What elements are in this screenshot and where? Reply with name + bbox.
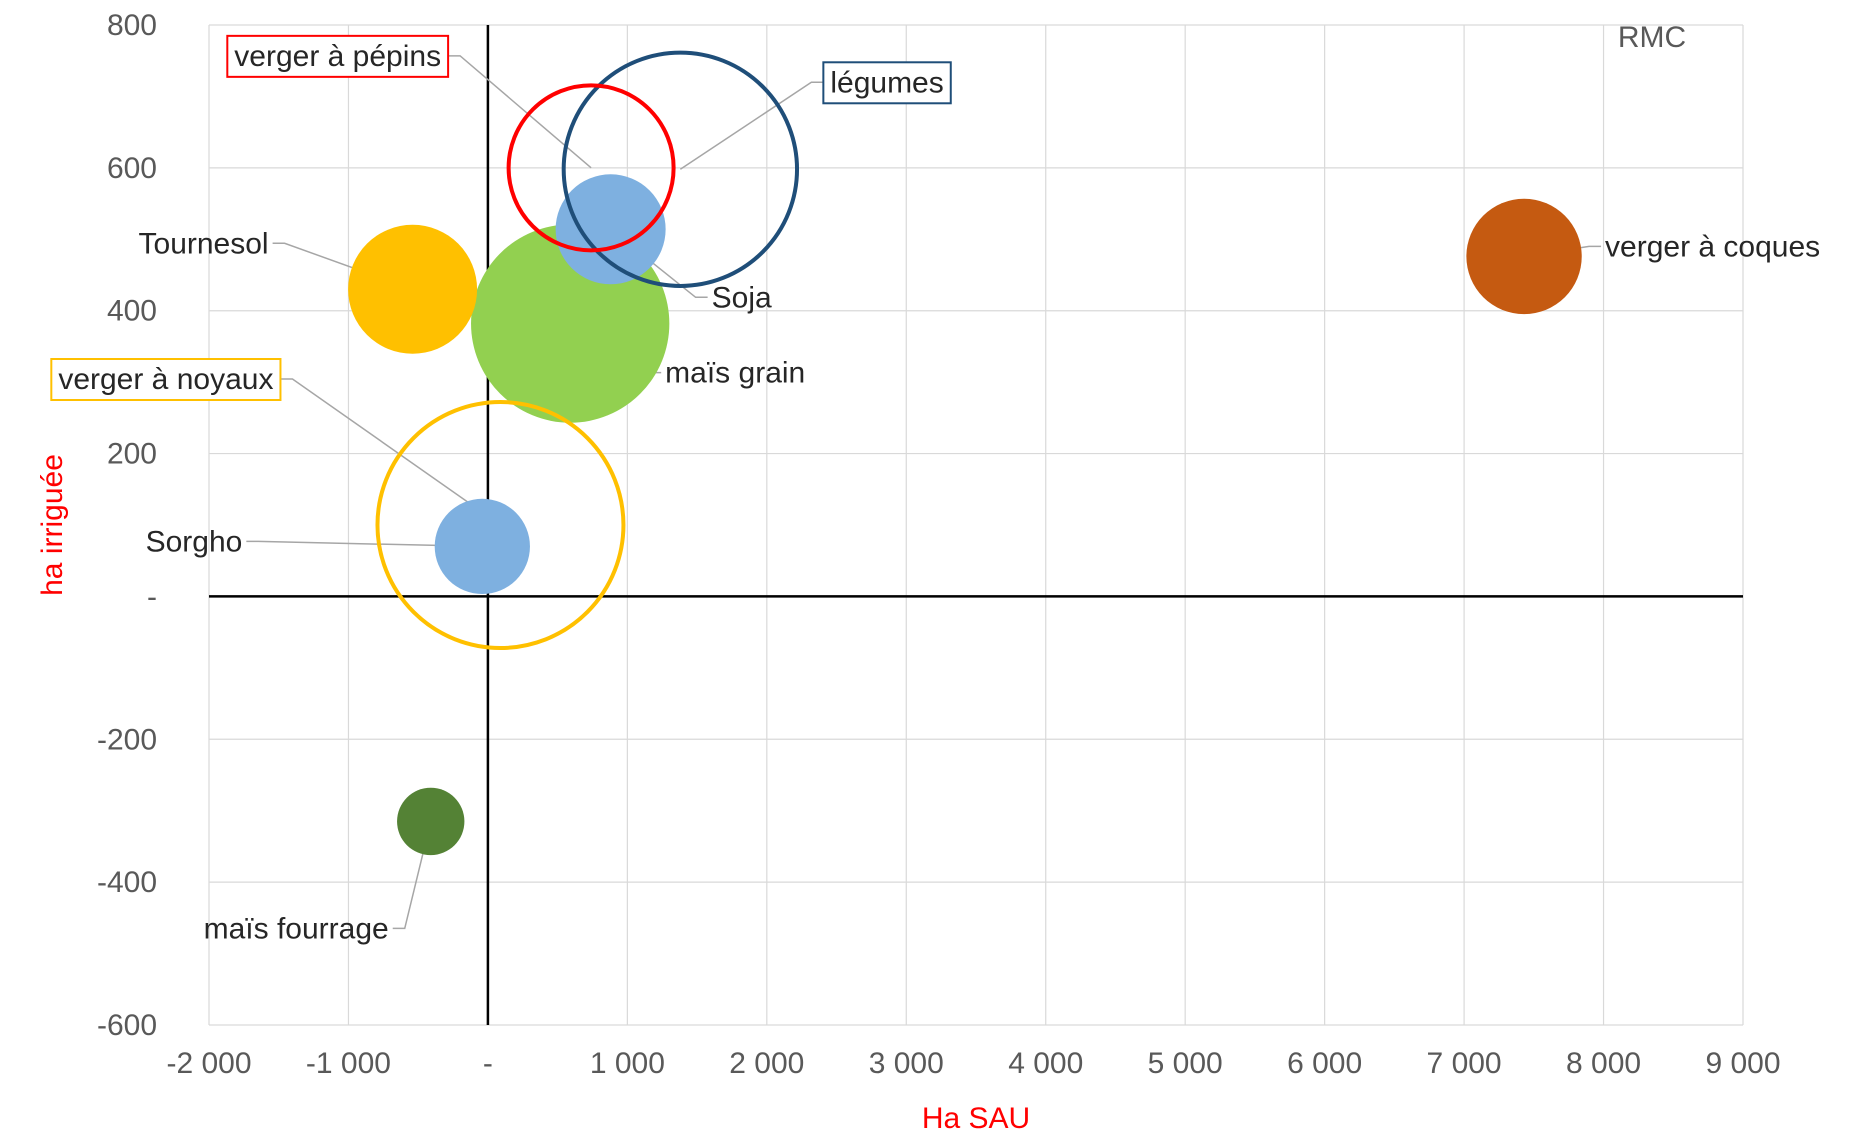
bubble-soja — [555, 174, 666, 285]
label-verger-a-pepins: verger à pépins — [234, 40, 441, 73]
x-tick-label: 4 000 — [1008, 1047, 1083, 1080]
x-tick-label: -1 000 — [306, 1047, 391, 1080]
x-tick-label: 2 000 — [729, 1047, 804, 1080]
x-tick-label: 8 000 — [1566, 1047, 1641, 1080]
x-tick-label: - — [483, 1047, 493, 1080]
x-tick-label: 9 000 — [1705, 1047, 1780, 1080]
bubble-mais-fourrage — [397, 787, 465, 856]
label-verger-a-coques: verger à coques — [1605, 230, 1820, 263]
leader-sorgho — [246, 540, 483, 548]
label-box-verger-a-noyaux — [50, 358, 282, 401]
axes — [209, 25, 1743, 1025]
x-tick-label: 7 000 — [1427, 1047, 1502, 1080]
leader-lines — [246, 55, 1602, 930]
bubble-legumes — [561, 50, 800, 288]
region-label: RMC — [1618, 21, 1686, 54]
x-axis-title: Ha SAU — [922, 1102, 1030, 1135]
x-tick-label: -2 000 — [166, 1047, 251, 1080]
label-box-legumes — [822, 61, 952, 105]
label-mais-grain: maïs grain — [665, 357, 805, 390]
label-box-verger-a-pepins — [226, 34, 450, 78]
y-tick-label: 800 — [107, 9, 157, 42]
y-tick-label: - — [147, 580, 157, 613]
y-tick-label: -600 — [97, 1009, 157, 1042]
y-axis-title: ha irriguée — [36, 454, 69, 596]
label-verger-a-noyaux: verger à noyaux — [58, 363, 273, 396]
leader-verger-a-noyaux — [280, 378, 501, 526]
bubble-tournesol — [348, 224, 478, 354]
x-tick-label: 5 000 — [1148, 1047, 1223, 1080]
y-tick-label: -400 — [97, 866, 157, 899]
gridlines — [208, 24, 1744, 1026]
leader-legumes — [679, 81, 824, 170]
label-mais-fourrage: maïs fourrage — [204, 912, 389, 945]
bubble-sorgho — [434, 498, 530, 595]
x-tick-label: 6 000 — [1287, 1047, 1362, 1080]
y-tick-label: 600 — [107, 152, 157, 185]
bubble-labels: verger à pépins légumes Soja Tournesol maïs … — [50, 34, 1820, 945]
label-sorgho: Sorgho — [146, 525, 243, 558]
y-tick-label: 200 — [107, 438, 157, 471]
tick-labels: -2 000 -1 000-1 000 2 000 3 000 4 000 5 000 6 … — [97, 9, 1781, 1080]
bubble-verger-a-pepins — [506, 83, 676, 253]
bubble-verger-a-noyaux — [375, 400, 626, 650]
leader-verger-a-pepins — [448, 55, 592, 169]
leader-mais-fourrage — [392, 821, 432, 930]
label-soja: Soja — [712, 281, 772, 314]
bubbles — [348, 50, 1582, 856]
y-tick-label: 400 — [107, 295, 157, 328]
label-legumes: légumes — [830, 66, 943, 99]
label-tournesol: Tournesol — [139, 227, 269, 260]
x-tick-label: 3 000 — [869, 1047, 944, 1080]
y-tick-label: -200 — [97, 723, 157, 756]
x-tick-label: 1 000 — [590, 1047, 665, 1080]
bubble-verger-a-coques — [1466, 198, 1582, 315]
